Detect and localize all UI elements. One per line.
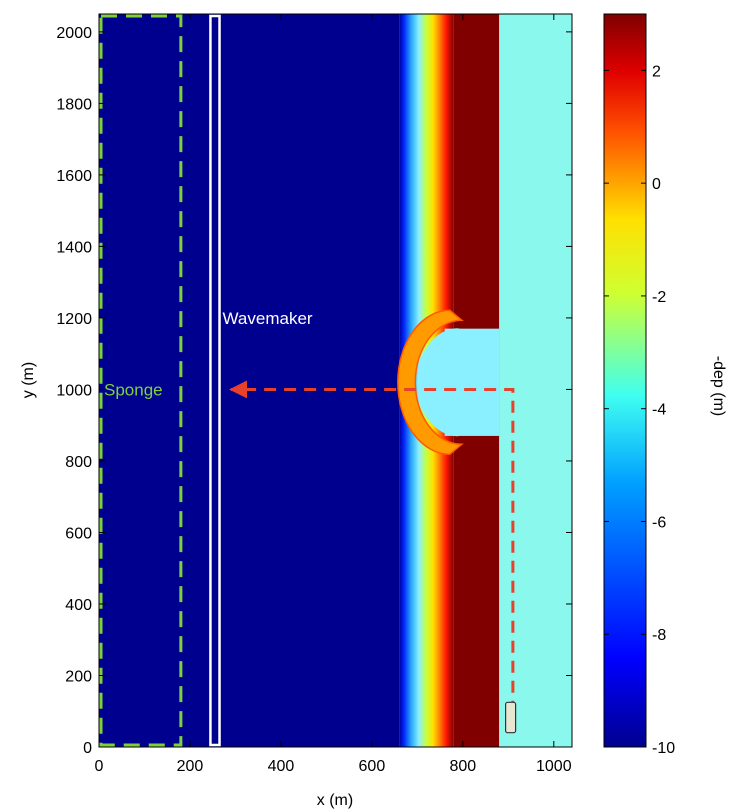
plot-frame [98,13,573,748]
y-tick-label: 2000 [56,25,92,42]
colorbar [603,13,647,748]
y-tick-label: 1400 [56,239,92,256]
colorbar-tick-label: -2 [652,289,666,306]
y-tick-label: 1800 [56,96,92,113]
x-tick-label: 400 [268,758,295,775]
sponge-zone [99,14,183,747]
y-tick-label: 200 [65,668,92,685]
x-axis: 0 200 400 600 800 1000 [95,14,572,775]
x-tick-label: 1000 [536,758,572,775]
colorbar-tick-label: -10 [652,740,675,757]
lagoon-region [499,14,572,747]
x-tick-label: 800 [449,758,476,775]
wave-gauge [505,701,517,734]
y-tick-label: 800 [65,454,92,471]
y-axis: 0 200 400 600 800 1000 1200 1400 1600 1800 2000 [56,25,572,757]
transect-path [229,380,515,733]
x-tick-label: 600 [359,758,386,775]
y-tick-label: 1600 [56,168,92,185]
wavemaker-label: Wavemaker [223,309,313,328]
colorbar-tick-label: -6 [652,514,666,531]
colorbar-label: -dep (m) [710,356,727,416]
x-axis-label: x (m) [317,792,353,809]
sponge-label: Sponge [104,380,163,399]
colorbar-tick-label: -4 [652,402,666,419]
y-tick-label: 1200 [56,311,92,328]
ebb-shoal-ring [397,309,464,456]
x-tick-label: 0 [95,758,104,775]
y-tick-label: 1000 [56,382,92,399]
colorbar-tick-label: 2 [652,63,661,80]
deep-water-region [99,14,400,747]
ebb-shoal-core [417,328,480,437]
y-tick-label: 400 [65,597,92,614]
y-tick-label: 0 [83,740,92,757]
colorbar-tick-label: 0 [652,176,661,193]
x-tick-label: 200 [177,758,204,775]
y-axis-label: y (m) [20,362,37,398]
colorbar-tick-label: -8 [652,627,666,644]
wavemaker-line [209,14,221,747]
y-tick-label: 600 [65,525,92,542]
colorbar-ticks: -10 -8 -6 -4 -2 0 2 [604,63,675,757]
plot-area: Sponge Wavemaker [99,14,572,747]
